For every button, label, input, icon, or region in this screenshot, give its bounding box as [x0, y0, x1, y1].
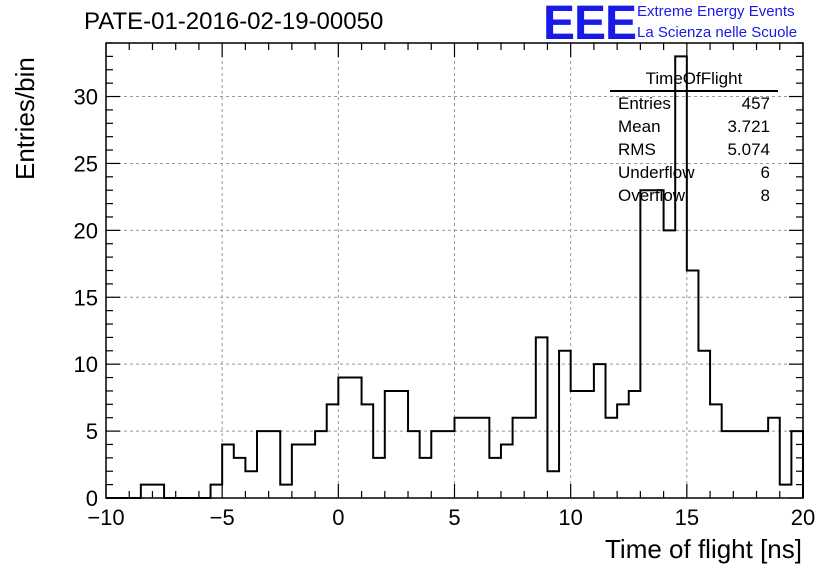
histogram-bin [373, 458, 385, 498]
histogram-bin [536, 337, 548, 498]
histogram-bin [211, 485, 223, 498]
y-tick-label: 20 [74, 218, 98, 243]
histogram-bin [478, 418, 490, 498]
histogram-bin [571, 391, 583, 498]
histogram-step-line [106, 55, 804, 499]
chart-title: PATE-01-2016-02-19-00050 [84, 8, 384, 35]
histogram-bin [466, 418, 478, 498]
histogram-bin [687, 271, 699, 499]
histogram-bin [629, 391, 641, 498]
histogram-bin [385, 391, 397, 498]
stats-box: TimeOfFlight Entries 457 Mean 3.721 RMS … [610, 68, 778, 207]
histogram-bin [396, 391, 408, 498]
stats-row-rms: RMS 5.074 [610, 138, 778, 161]
tick-labels: −10 −5 0 5 10 15 20 0 5 10 15 20 25 30 [74, 85, 816, 530]
histogram-bin [501, 444, 513, 498]
histogram-bin [768, 418, 780, 498]
stats-label: Entries [618, 94, 671, 113]
x-tick-label: 5 [448, 505, 460, 530]
histogram-bin [710, 404, 722, 498]
stats-value: 5.074 [727, 140, 770, 159]
histogram-bin [152, 485, 164, 498]
stats-row-overflow: Overflow 8 [610, 184, 778, 207]
histogram-bin [303, 444, 315, 498]
histogram-bin [664, 230, 676, 498]
histogram-bin [280, 485, 292, 498]
histogram-bin [722, 431, 734, 498]
stats-row-entries: Entries 457 [610, 92, 778, 115]
histogram-bin [524, 418, 536, 498]
logo-subtitle-2: La Scienza nelle Scuole [637, 24, 798, 41]
x-tick-label: −10 [87, 505, 124, 530]
stats-value: 6 [760, 163, 770, 182]
y-tick-label: 25 [74, 151, 98, 176]
histogram-bin [652, 190, 664, 498]
y-tick-label: 30 [74, 85, 98, 110]
eee-logo: EEE [543, 0, 637, 50]
histogram-bin [698, 351, 710, 498]
histogram-bin [257, 431, 269, 498]
stats-value: 457 [741, 94, 770, 113]
histogram-bin [292, 444, 304, 498]
y-tick-label: 10 [74, 352, 98, 377]
x-tick-label: 10 [558, 505, 582, 530]
histogram-bin [420, 458, 432, 498]
histogram-bin [455, 418, 467, 498]
histogram-bin [338, 378, 350, 498]
x-tick-label: 15 [675, 505, 699, 530]
stats-row-underflow: Underflow 6 [610, 161, 778, 184]
stats-value: 3.721 [727, 117, 770, 136]
histogram-bin [594, 364, 606, 498]
histogram-bin [547, 471, 559, 498]
stats-label: Mean [618, 117, 661, 136]
axis-ticks [105, 42, 804, 499]
histogram-bin [222, 444, 234, 498]
stats-label: Overflow [618, 186, 686, 205]
y-axis-label: Entries/bin [10, 57, 40, 180]
x-tick-label: 0 [332, 505, 344, 530]
stats-value: 8 [760, 186, 770, 205]
histogram-bin [640, 190, 652, 498]
histogram-bin [617, 404, 629, 498]
histogram-bin [582, 391, 594, 498]
histogram-bin [234, 458, 246, 498]
stats-label: RMS [618, 140, 656, 159]
histogram-bin [350, 378, 362, 498]
histogram-bin [780, 485, 792, 498]
histogram-bin [362, 404, 374, 498]
stats-title: TimeOfFlight [610, 68, 778, 92]
histogram-bin [269, 431, 281, 498]
y-tick-label: 0 [86, 486, 98, 511]
y-tick-label: 5 [86, 419, 98, 444]
logo-subtitle-1: Extreme Energy Events [637, 3, 795, 20]
x-tick-label: −5 [210, 505, 235, 530]
x-axis-label: Time of flight [ns] [605, 534, 802, 564]
histogram-bin [141, 485, 153, 498]
histogram-bin [757, 431, 769, 498]
histogram-bin [431, 431, 443, 498]
histogram-bin [489, 458, 501, 498]
histogram-bin [745, 431, 757, 498]
histogram-bin [791, 431, 803, 498]
histogram-bin [606, 418, 618, 498]
histogram-bin [245, 471, 257, 498]
histogram-bin [559, 351, 571, 498]
histogram-bin [408, 431, 420, 498]
stats-label: Underflow [618, 163, 695, 182]
y-tick-label: 15 [74, 285, 98, 310]
histogram-bin [733, 431, 745, 498]
histogram-bin [443, 431, 455, 498]
histogram-bin [327, 404, 339, 498]
histogram-bin [315, 431, 327, 498]
histogram-bin [513, 418, 525, 498]
stats-row-mean: Mean 3.721 [610, 115, 778, 138]
x-tick-label: 20 [791, 505, 815, 530]
